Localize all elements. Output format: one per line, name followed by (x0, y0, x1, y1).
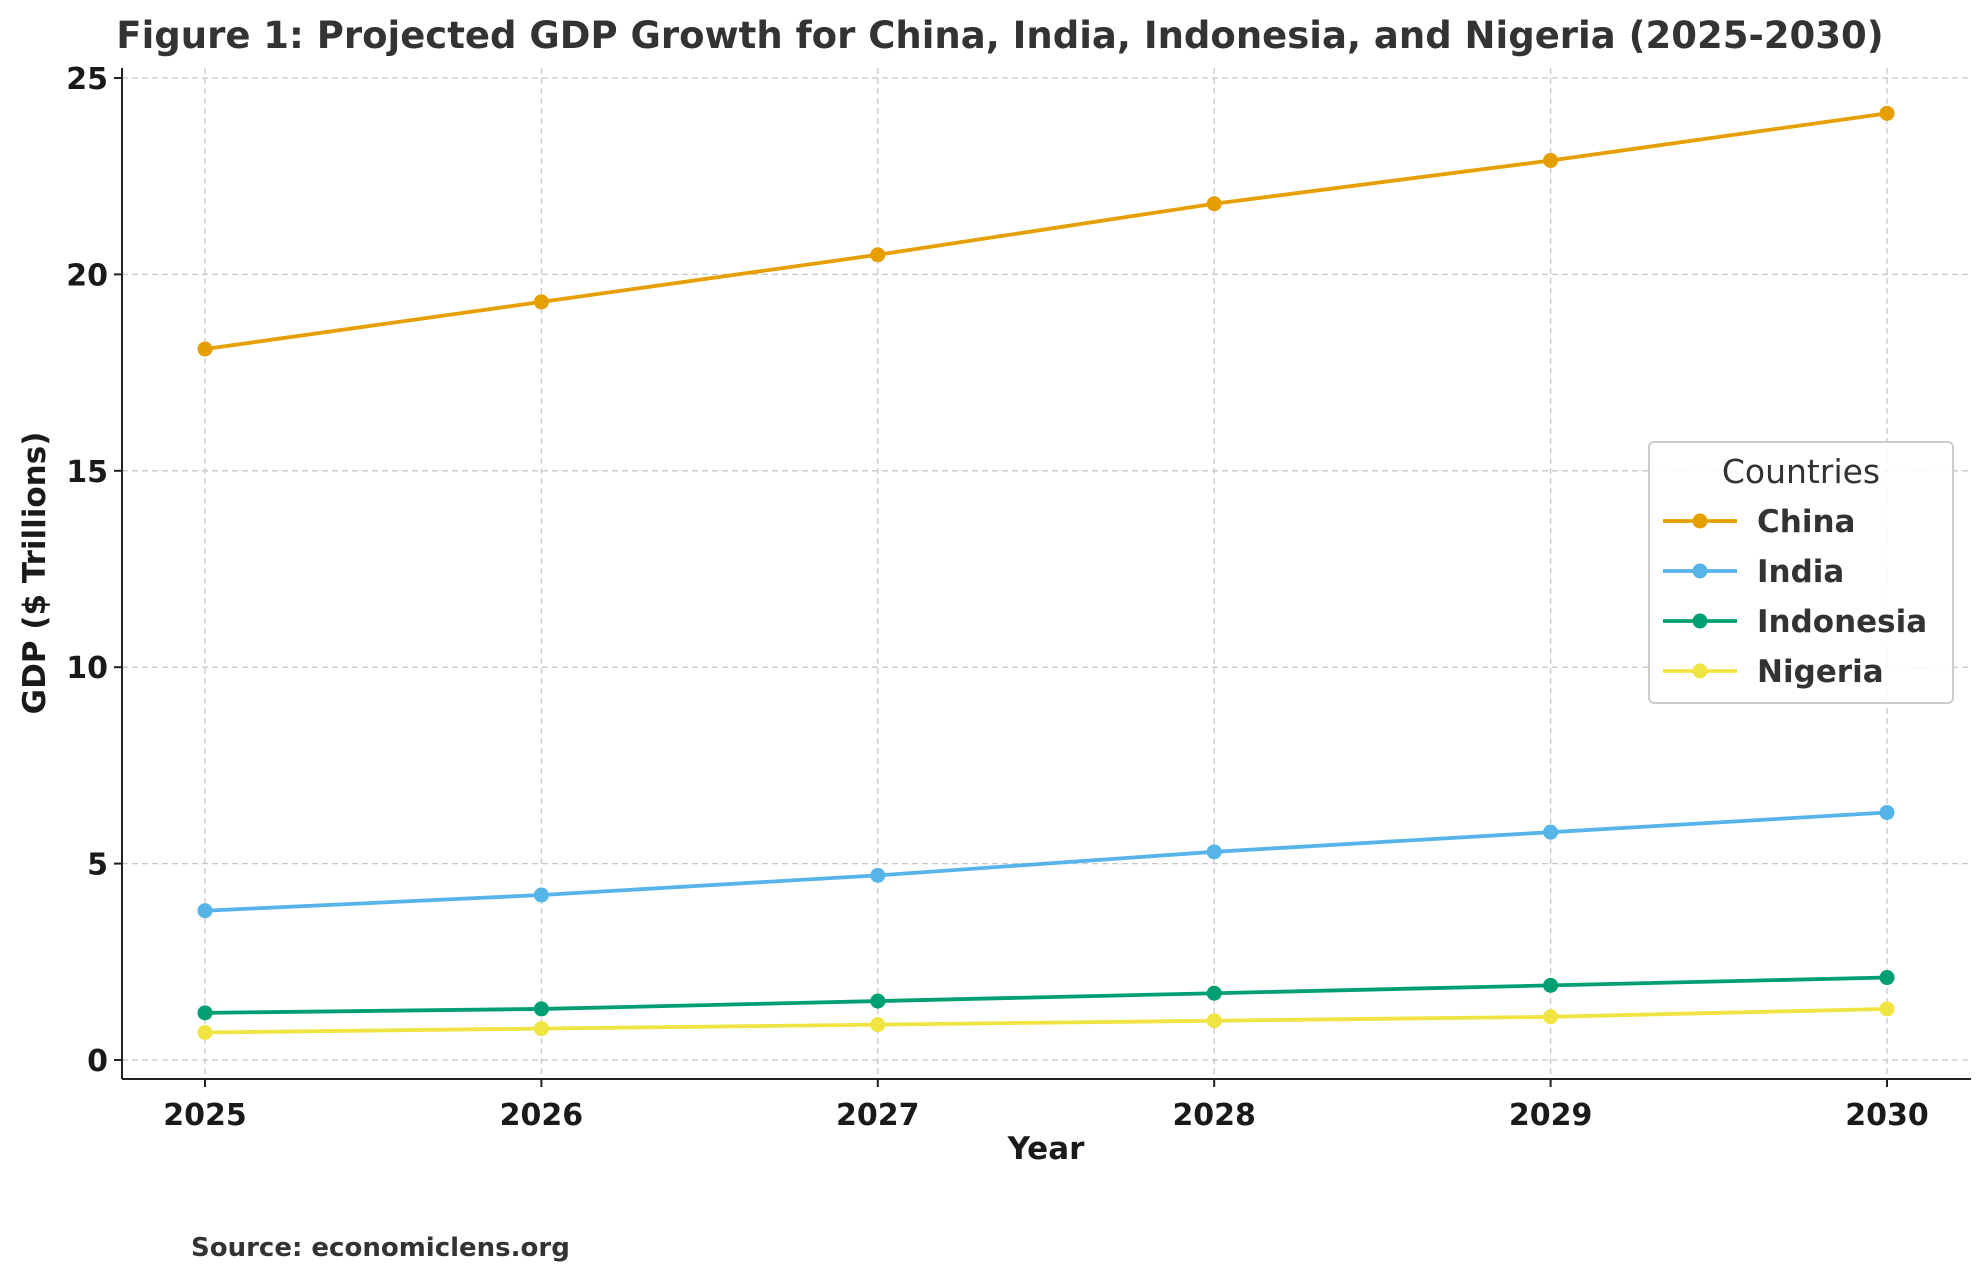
series-china (197, 105, 1895, 357)
data-point (1543, 824, 1559, 840)
x-tick-label: 2029 (1509, 1098, 1593, 1133)
x-tick-label: 2026 (500, 1098, 584, 1133)
axes (121, 68, 1971, 1080)
source-note: Source: economiclens.org (191, 1233, 570, 1263)
y-tick-label: 10 (66, 651, 108, 686)
data-point (1543, 1009, 1559, 1025)
x-tick-label: 2027 (836, 1098, 920, 1133)
data-point (197, 1005, 213, 1021)
legend-marker (1692, 613, 1708, 629)
x-axis-label: Year (1007, 1131, 1086, 1167)
y-tick-label: 5 (87, 848, 108, 883)
legend-label: Indonesia (1757, 604, 1927, 640)
x-tick-label: 2030 (1845, 1098, 1929, 1133)
data-point (870, 247, 886, 263)
chart-title: Figure 1: Projected GDP Growth for China… (116, 14, 1883, 57)
series-line (204, 1007, 1888, 1035)
y-tick-label: 20 (66, 258, 108, 293)
data-point (1879, 1001, 1895, 1017)
data-point (1206, 1013, 1222, 1029)
legend: Countries China India Indonesia Nigeria (1648, 441, 1954, 704)
y-tick-label: 15 (66, 455, 108, 490)
data-point (1206, 844, 1222, 860)
data-point (1206, 196, 1222, 212)
data-point (197, 1025, 213, 1041)
legend-box (1648, 441, 1954, 704)
x-tick-label: 2025 (163, 1098, 247, 1133)
legend-label: India (1757, 554, 1844, 590)
data-point (870, 1017, 886, 1033)
series-line (204, 810, 1888, 913)
data-point (870, 867, 886, 883)
series-line (204, 975, 1888, 1015)
data-point (197, 903, 213, 919)
data-point (197, 341, 213, 357)
data-point (533, 887, 549, 903)
y-tick-label: 25 (66, 62, 108, 97)
series-nigeria (197, 1001, 1895, 1041)
legend-label: China (1757, 504, 1855, 540)
series-indonesia (197, 970, 1895, 1021)
legend-marker (1692, 663, 1708, 679)
data-point (1879, 970, 1895, 986)
legend-title: Countries (1722, 452, 1880, 491)
legend-label: Nigeria (1757, 654, 1884, 690)
data-point (533, 1021, 549, 1037)
data-point (533, 294, 549, 310)
data-point (1879, 105, 1895, 121)
data-point (1206, 985, 1222, 1001)
series-india (197, 805, 1895, 919)
legend-marker (1692, 513, 1708, 529)
series-line (204, 111, 1888, 351)
data-point (870, 993, 886, 1009)
x-tick-label: 2028 (1172, 1098, 1256, 1133)
data-point (1543, 977, 1559, 993)
data-point (533, 1001, 549, 1017)
y-axis-label: GDP ($ Trillions) (17, 432, 53, 715)
data-point (1879, 805, 1895, 821)
data-point (1543, 152, 1559, 168)
legend-marker (1692, 563, 1708, 579)
y-tick-label: 0 (87, 1044, 108, 1079)
